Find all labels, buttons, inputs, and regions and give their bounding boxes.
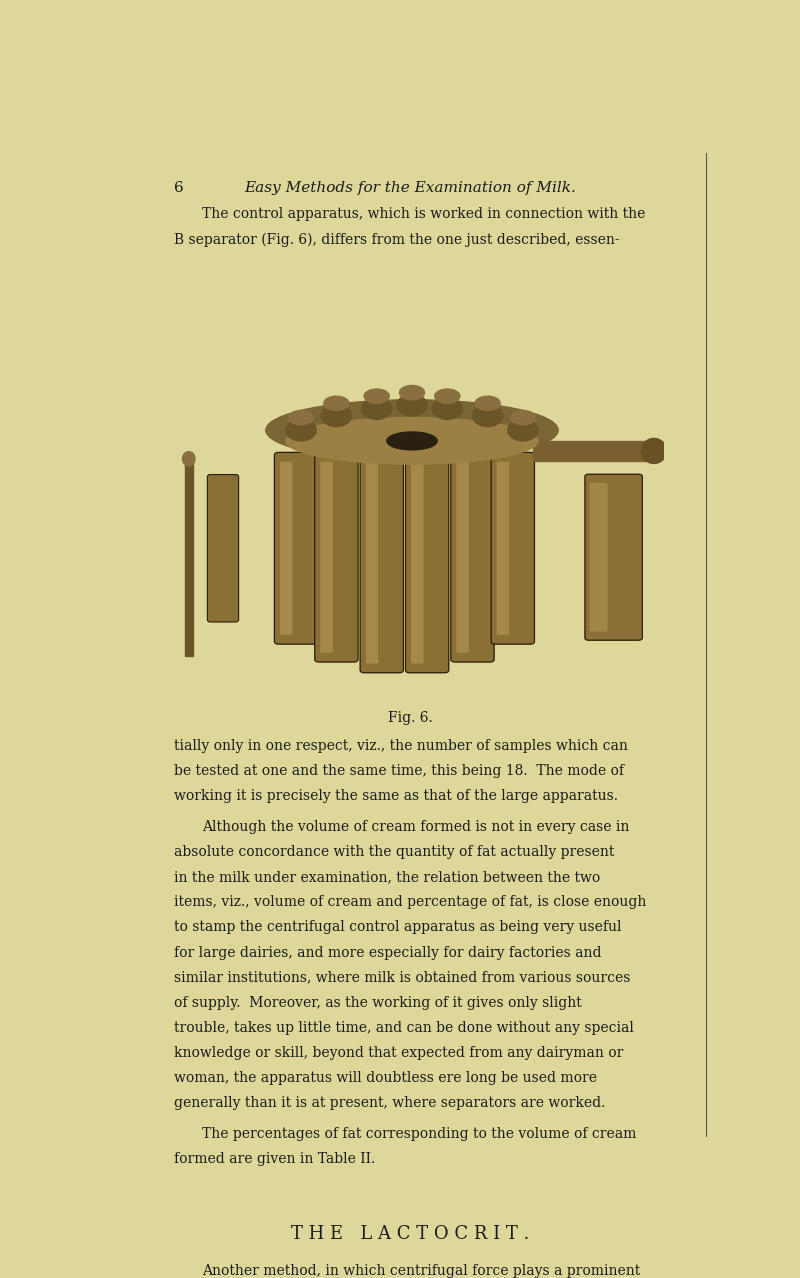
Text: T H E   L A C T O C R I T .: T H E L A C T O C R I T . xyxy=(291,1224,529,1242)
FancyBboxPatch shape xyxy=(590,483,607,631)
FancyBboxPatch shape xyxy=(491,452,534,644)
Ellipse shape xyxy=(266,400,558,460)
Text: to stamp the centrifugal control apparatus as being very useful: to stamp the centrifugal control apparat… xyxy=(174,920,622,934)
Text: similar institutions, where milk is obtained from various sources: similar institutions, where milk is obta… xyxy=(174,970,630,984)
FancyBboxPatch shape xyxy=(585,474,642,640)
Text: items, viz., volume of cream and percentage of fat, is close enough: items, viz., volume of cream and percent… xyxy=(174,896,646,910)
Text: for large dairies, and more especially for dairy factories and: for large dairies, and more especially f… xyxy=(174,946,602,960)
FancyBboxPatch shape xyxy=(366,461,378,663)
Ellipse shape xyxy=(324,396,349,410)
Text: working it is precisely the same as that of the large apparatus.: working it is precisely the same as that… xyxy=(174,789,618,803)
Ellipse shape xyxy=(286,419,316,441)
Text: Although the volume of cream formed is not in every case in: Although the volume of cream formed is n… xyxy=(202,820,630,835)
Text: Fig. 6.: Fig. 6. xyxy=(388,712,432,726)
FancyBboxPatch shape xyxy=(314,452,358,662)
Ellipse shape xyxy=(510,410,535,424)
Text: B separator (Fig. 6), differs from the one just described, essen-: B separator (Fig. 6), differs from the o… xyxy=(174,233,620,247)
Text: tially only in one respect, viz., the number of samples which can: tially only in one respect, viz., the nu… xyxy=(174,739,628,753)
Text: in the milk under examination, the relation between the two: in the milk under examination, the relat… xyxy=(174,870,601,884)
Text: Easy Methods for the Examination of Milk.: Easy Methods for the Examination of Milk… xyxy=(244,181,576,196)
Ellipse shape xyxy=(289,410,314,424)
FancyBboxPatch shape xyxy=(456,461,469,653)
Text: trouble, takes up little time, and can be done without any special: trouble, takes up little time, and can b… xyxy=(174,1021,634,1035)
Ellipse shape xyxy=(473,405,502,427)
Text: The percentages of fat corresponding to the volume of cream: The percentages of fat corresponding to … xyxy=(202,1127,637,1141)
Ellipse shape xyxy=(508,419,538,441)
Text: formed are given in Table II.: formed are given in Table II. xyxy=(174,1153,376,1167)
FancyBboxPatch shape xyxy=(320,461,333,653)
Ellipse shape xyxy=(362,397,392,419)
FancyBboxPatch shape xyxy=(274,452,318,644)
Ellipse shape xyxy=(386,432,437,450)
Ellipse shape xyxy=(399,386,425,400)
Bar xyxy=(185,459,193,656)
Bar xyxy=(533,441,654,460)
FancyBboxPatch shape xyxy=(411,461,423,663)
Text: knowledge or skill, beyond that expected from any dairyman or: knowledge or skill, beyond that expected… xyxy=(174,1045,624,1059)
Ellipse shape xyxy=(286,418,538,464)
FancyBboxPatch shape xyxy=(360,452,403,672)
Text: 6: 6 xyxy=(174,181,184,196)
FancyBboxPatch shape xyxy=(207,474,238,622)
Ellipse shape xyxy=(397,395,427,415)
FancyBboxPatch shape xyxy=(451,452,494,662)
FancyBboxPatch shape xyxy=(406,452,449,672)
FancyBboxPatch shape xyxy=(280,461,293,635)
Text: be tested at one and the same time, this being 18.  The mode of: be tested at one and the same time, this… xyxy=(174,764,624,778)
Ellipse shape xyxy=(432,397,462,419)
Text: woman, the apparatus will doubtless ere long be used more: woman, the apparatus will doubtless ere … xyxy=(174,1071,598,1085)
Text: generally than it is at present, where separators are worked.: generally than it is at present, where s… xyxy=(174,1097,606,1111)
Ellipse shape xyxy=(434,389,460,404)
Text: The control apparatus, which is worked in connection with the: The control apparatus, which is worked i… xyxy=(202,207,646,221)
Ellipse shape xyxy=(182,451,195,466)
Text: of supply.  Moreover, as the working of it gives only slight: of supply. Moreover, as the working of i… xyxy=(174,996,582,1010)
Ellipse shape xyxy=(642,438,666,464)
Ellipse shape xyxy=(364,389,390,404)
Text: Another method, in which centrifugal force plays a prominent: Another method, in which centrifugal for… xyxy=(202,1264,641,1278)
Ellipse shape xyxy=(322,405,351,427)
FancyBboxPatch shape xyxy=(497,461,510,635)
Ellipse shape xyxy=(475,396,500,410)
Text: absolute concordance with the quantity of fat actually present: absolute concordance with the quantity o… xyxy=(174,845,614,859)
